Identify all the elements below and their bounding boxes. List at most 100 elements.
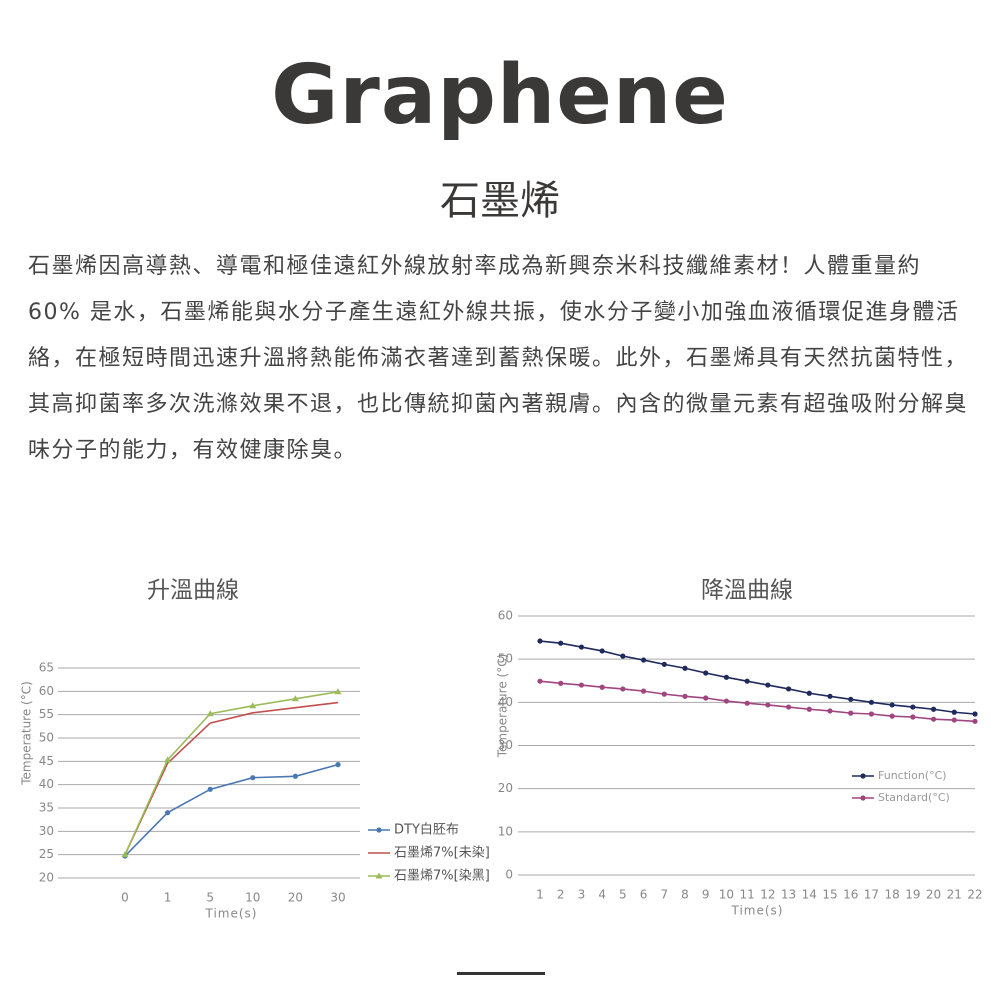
data-point bbox=[250, 775, 256, 781]
intro-paragraph: 石墨烯因高導熱、導電和極佳遠紅外線放射率成為新興奈米科技纖維素材！人體重量約 6… bbox=[28, 254, 969, 463]
x-tick-label: 5 bbox=[619, 888, 627, 902]
y-tick-label: 25 bbox=[39, 847, 54, 861]
y-tick-label: 20 bbox=[498, 781, 513, 795]
data-point bbox=[951, 717, 957, 723]
data-point bbox=[723, 674, 730, 680]
data-point bbox=[578, 644, 585, 650]
data-point bbox=[910, 704, 916, 710]
data-point bbox=[703, 670, 709, 676]
y-tick-label: 65 bbox=[39, 661, 54, 675]
data-point bbox=[164, 756, 172, 763]
y-tick-label: 0 bbox=[505, 868, 513, 882]
data-point bbox=[889, 713, 895, 719]
legend-label: Standard(°C) bbox=[878, 791, 950, 804]
x-tick-label: 16 bbox=[843, 888, 858, 902]
data-point bbox=[827, 693, 833, 699]
data-point bbox=[640, 688, 647, 694]
x-tick-label: 6 bbox=[640, 888, 648, 902]
y-tick-label: 35 bbox=[39, 801, 54, 815]
data-point bbox=[376, 827, 382, 833]
data-point bbox=[682, 693, 688, 699]
x-tick-label: 7 bbox=[660, 888, 668, 902]
legend-label: 石墨烯7%[未染] bbox=[394, 846, 490, 861]
data-point bbox=[578, 682, 585, 688]
x-tick-label: 18 bbox=[885, 888, 900, 902]
data-point bbox=[661, 661, 667, 667]
x-tick-label: 4 bbox=[598, 888, 606, 902]
data-point bbox=[165, 810, 171, 816]
x-tick-label: 1 bbox=[536, 888, 544, 902]
legend-label: Function(°C) bbox=[878, 769, 947, 782]
x-tick-label: 15 bbox=[822, 888, 837, 902]
x-tick-label: 0 bbox=[121, 891, 129, 905]
y-tick-label: 40 bbox=[498, 695, 513, 709]
x-tick-label: 1 bbox=[164, 891, 172, 905]
data-line bbox=[124, 691, 339, 855]
y-tick-label: 50 bbox=[39, 731, 54, 745]
data-point bbox=[910, 714, 916, 720]
data-point bbox=[765, 702, 771, 708]
data-point bbox=[744, 700, 750, 706]
data-point bbox=[827, 708, 833, 714]
x-tick-label: 3 bbox=[578, 888, 586, 902]
x-tick-label: 14 bbox=[802, 888, 817, 902]
data-point bbox=[249, 702, 257, 709]
x-tick-label: 21 bbox=[947, 888, 962, 902]
data-point bbox=[661, 691, 667, 697]
x-tick-label: 17 bbox=[864, 888, 879, 902]
data-point bbox=[848, 710, 854, 716]
y-tick-label: 50 bbox=[498, 652, 513, 666]
data-line bbox=[124, 701, 339, 856]
y-tick-label: 55 bbox=[39, 707, 54, 721]
divider bbox=[457, 972, 545, 975]
data-point bbox=[640, 657, 647, 663]
data-point bbox=[375, 872, 383, 879]
data-point bbox=[620, 653, 626, 659]
data-point bbox=[121, 851, 129, 858]
y-tick-label: 20 bbox=[39, 871, 54, 885]
data-point bbox=[951, 709, 957, 715]
data-point bbox=[930, 716, 937, 722]
data-point bbox=[682, 665, 688, 671]
x-tick-label: 13 bbox=[781, 888, 796, 902]
y-tick-label: 30 bbox=[498, 738, 513, 752]
data-point bbox=[806, 706, 812, 712]
y-tick-label: 30 bbox=[39, 824, 54, 838]
data-point bbox=[785, 704, 792, 710]
x-tick-label: 10 bbox=[245, 891, 260, 905]
data-point bbox=[599, 684, 605, 690]
y-axis-label: Temperature (°C) bbox=[20, 681, 34, 786]
data-line bbox=[539, 640, 976, 715]
x-tick-label: 9 bbox=[702, 888, 710, 902]
x-axis-label: Time(s) bbox=[731, 904, 784, 918]
data-point bbox=[620, 686, 626, 692]
data-line bbox=[539, 680, 976, 723]
x-tick-label: 20 bbox=[288, 891, 303, 905]
data-point bbox=[868, 711, 875, 717]
data-point bbox=[207, 786, 213, 792]
y-tick-label: 40 bbox=[39, 777, 54, 791]
data-point bbox=[848, 696, 854, 702]
chart-title: 升溫曲線 bbox=[147, 578, 239, 604]
chart-title: 降溫曲線 bbox=[701, 578, 793, 604]
data-point bbox=[860, 773, 866, 779]
x-tick-label: 11 bbox=[740, 888, 755, 902]
data-point bbox=[723, 698, 730, 704]
legend-label: 石墨烯7%[染黑] bbox=[394, 869, 490, 884]
data-point bbox=[930, 706, 937, 712]
x-tick-label: 12 bbox=[760, 888, 775, 902]
data-point bbox=[335, 762, 341, 768]
data-point bbox=[703, 695, 709, 701]
data-point bbox=[206, 710, 214, 717]
x-axis-label: Time(s) bbox=[205, 907, 258, 921]
data-point bbox=[291, 695, 299, 702]
legend-label: DTY白胚布 bbox=[394, 822, 459, 838]
data-point bbox=[558, 680, 564, 686]
data-point bbox=[599, 648, 605, 654]
y-tick-label: 60 bbox=[39, 684, 54, 698]
x-tick-label: 5 bbox=[206, 891, 214, 905]
data-point bbox=[868, 699, 875, 705]
data-point bbox=[806, 690, 812, 696]
